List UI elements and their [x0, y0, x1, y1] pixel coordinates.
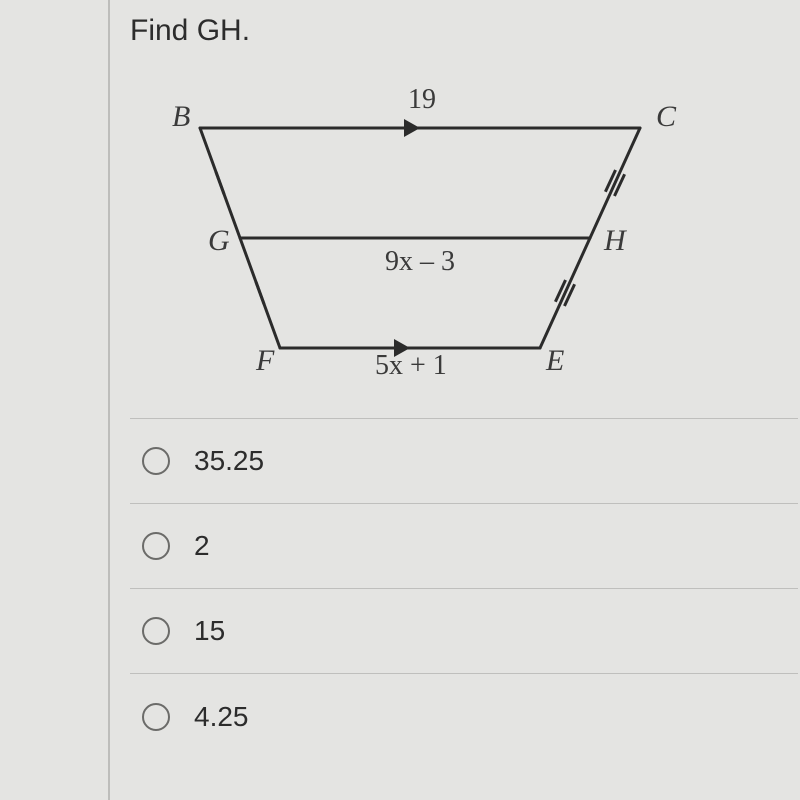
- svg-text:G: G: [208, 224, 230, 257]
- svg-text:9x – 3: 9x – 3: [385, 246, 455, 277]
- radio-icon[interactable]: [142, 703, 170, 731]
- question-block: Find GH. B C G H F E 19 9x – 3 5x + 1 35.25 2 15…: [110, 0, 800, 800]
- option-label: 35.25: [194, 445, 264, 477]
- svg-text:F: F: [255, 344, 275, 377]
- radio-icon[interactable]: [142, 617, 170, 645]
- option-label: 2: [194, 530, 210, 562]
- left-margin: [0, 0, 110, 800]
- option-row[interactable]: 2: [130, 504, 798, 589]
- geometry-figure: B C G H F E 19 9x – 3 5x + 1: [130, 78, 690, 378]
- trapezoid-svg: B C G H F E 19 9x – 3 5x + 1: [130, 78, 690, 378]
- svg-text:19: 19: [408, 84, 436, 115]
- svg-text:E: E: [545, 344, 564, 377]
- option-row[interactable]: 4.25: [130, 674, 798, 759]
- answer-options: 35.25 2 15 4.25: [130, 418, 798, 759]
- svg-text:H: H: [603, 224, 628, 257]
- svg-text:5x + 1: 5x + 1: [375, 350, 447, 378]
- radio-icon[interactable]: [142, 532, 170, 560]
- option-label: 4.25: [194, 701, 249, 733]
- question-title: Find GH.: [130, 14, 800, 48]
- svg-text:B: B: [172, 100, 190, 133]
- option-label: 15: [194, 615, 225, 647]
- option-row[interactable]: 35.25: [130, 419, 798, 504]
- svg-text:C: C: [656, 100, 677, 133]
- radio-icon[interactable]: [142, 447, 170, 475]
- option-row[interactable]: 15: [130, 589, 798, 674]
